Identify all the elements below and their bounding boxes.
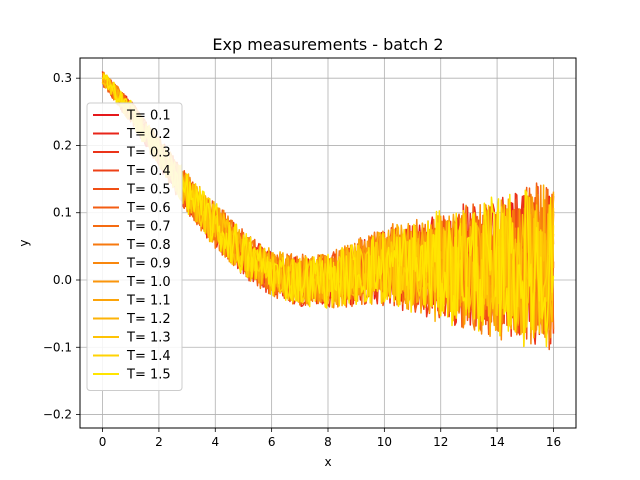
y-axis-ticks: −0.2 −0.1 0.0 0.1 0.2 0.3: [43, 71, 80, 422]
x-tick-label: 10: [377, 435, 392, 449]
legend-entry: T= 1.5: [126, 368, 171, 383]
x-tick-label: 14: [489, 435, 504, 449]
x-tick-label: 16: [546, 435, 561, 449]
legend-entry: T= 1.3: [126, 331, 171, 346]
y-tick-label: 0.1: [53, 206, 72, 220]
x-tick-label: 8: [324, 435, 332, 449]
y-tick-label: 0.3: [53, 71, 72, 85]
y-axis-label: y: [17, 239, 31, 246]
y-tick-label: −0.1: [43, 340, 72, 354]
x-axis-label: x: [324, 455, 331, 469]
legend-entry: T= 0.8: [126, 238, 171, 253]
legend-entry: T= 0.9: [126, 257, 171, 272]
x-tick-label: 12: [433, 435, 448, 449]
y-tick-label: −0.2: [43, 408, 72, 422]
legend-entry: T= 1.0: [126, 275, 171, 290]
x-tick-label: 6: [268, 435, 276, 449]
legend-entry: T= 0.1: [126, 109, 171, 124]
legend-entry: T= 0.3: [126, 146, 171, 161]
legend-entry: T= 0.4: [126, 164, 171, 179]
legend-entry: T= 0.7: [126, 220, 171, 235]
legend-entry: T= 1.2: [126, 312, 171, 327]
legend-entry: T= 1.1: [126, 294, 171, 309]
x-tick-label: 4: [211, 435, 219, 449]
y-tick-label: 0.2: [53, 138, 72, 152]
x-tick-label: 2: [155, 435, 163, 449]
legend-entry: T= 0.5: [126, 183, 171, 198]
y-tick-label: 0.0: [53, 273, 72, 287]
legend: T= 0.1 T= 0.2 T= 0.3 T= 0.4 T= 0.5 T= 0.6 T= 0…: [86, 102, 183, 391]
legend-entry: T= 1.4: [126, 349, 171, 364]
legend-entry: T= 0.6: [126, 201, 171, 216]
x-tick-label: 0: [99, 435, 107, 449]
chart-title: Exp measurements - batch 2: [212, 35, 443, 54]
x-axis-ticks: 0 2 4 6 8 10 12 14 16: [99, 428, 561, 449]
legend-entry: T= 0.2: [126, 127, 171, 142]
